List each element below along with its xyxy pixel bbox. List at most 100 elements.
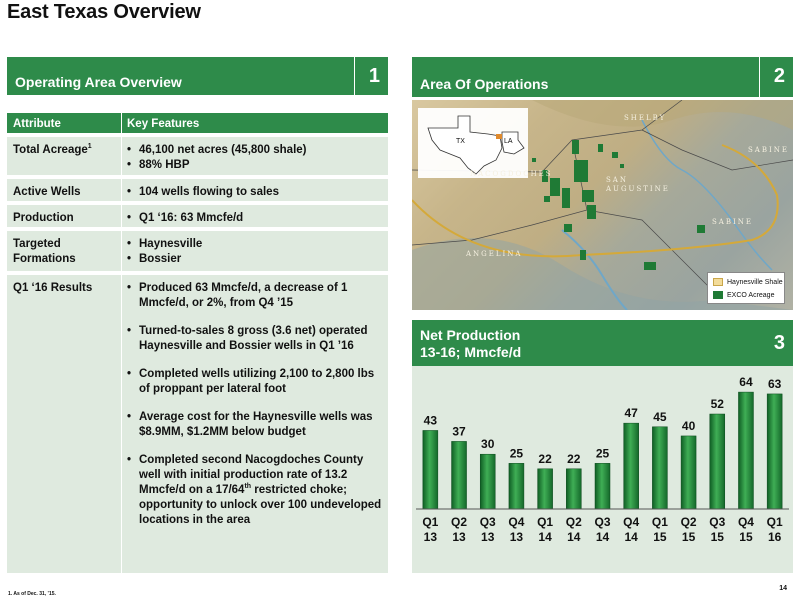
row-attribute: Active Wells — [13, 186, 81, 198]
map-legend: Haynesville Shale EXCO Acreage — [707, 272, 785, 304]
x-tick-label: Q1 — [767, 515, 783, 529]
x-tick-label: 14 — [567, 530, 581, 544]
data-label: 30 — [481, 437, 495, 451]
bar — [709, 413, 726, 510]
column-divider — [121, 231, 122, 271]
x-tick-label: Q4 — [623, 515, 639, 529]
map-label: SHELBY — [624, 114, 667, 122]
x-tick-label: Q1 — [652, 515, 668, 529]
map-label: SABINE — [748, 146, 789, 154]
map-label: SABINE — [712, 218, 753, 226]
feature-item: Bossier — [127, 252, 382, 267]
bar — [479, 453, 496, 510]
feature-text: restricted choke; opportunity to unlock … — [139, 484, 382, 526]
x-tick-label: 14 — [596, 530, 610, 544]
row-features: 104 wells flowing to sales — [127, 185, 382, 200]
feature-item: Produced 63 Mmcfe/d, a decrease of 1 Mmc… — [127, 281, 382, 311]
title-line: Net Production — [420, 327, 521, 343]
map-label: ANGELINA — [466, 250, 523, 258]
x-tick-label: 15 — [682, 530, 696, 544]
table-row: Q1 ‘16 Results Produced 63 Mmcfe/d, a de… — [7, 275, 388, 573]
area-map: SHELBY SABINE NACOGDOCHES SAN AUGUSTINE … — [412, 100, 793, 310]
footnote-marker: 1 — [87, 143, 92, 151]
column-divider — [121, 137, 122, 175]
section-number: 1 — [368, 65, 380, 87]
x-tick-label: 14 — [538, 530, 552, 544]
data-label: 52 — [711, 397, 725, 411]
row-attribute-text: Total Acreage — [13, 144, 88, 156]
acreage-swatch — [713, 291, 723, 299]
column-divider — [121, 275, 122, 573]
feature-text: Completed second Nacogdoches County well… — [139, 454, 364, 496]
table-row: Targeted Formations Haynesville Bossier — [7, 231, 388, 273]
inset-label-la: LA — [504, 138, 513, 145]
map-graphic — [412, 100, 793, 310]
legend-item: EXCO Acreage — [713, 291, 774, 301]
row-attribute: Total Acreage1 — [13, 143, 121, 158]
section-number: 3 — [773, 332, 785, 354]
x-tick-label: Q2 — [566, 515, 582, 529]
feature-item: Q1 ‘16: 63 Mmcfe/d — [127, 211, 382, 226]
feature-item: Completed second Nacogdoches County well… — [127, 453, 382, 528]
data-label: 63 — [768, 377, 782, 391]
column-divider — [121, 205, 122, 227]
feature-item: Turned-to-sales 8 gross (3.6 net) operat… — [127, 324, 382, 354]
bar — [566, 468, 582, 510]
section-number-box: 1 — [354, 57, 388, 95]
attribute-column-header: Attribute — [13, 118, 61, 130]
data-label: 25 — [596, 446, 610, 460]
x-tick-label: 13 — [452, 530, 466, 544]
data-label: 45 — [653, 410, 667, 424]
state-inset — [418, 108, 528, 178]
bar — [680, 435, 697, 510]
feature-item: Average cost for the Haynesville wells w… — [127, 410, 382, 440]
x-tick-label: Q3 — [594, 515, 610, 529]
row-attribute: Targeted Formations — [13, 238, 76, 265]
x-tick-label: Q4 — [508, 515, 524, 529]
bar — [652, 426, 668, 510]
net-production-header: Net Production 13-16; Mmcfe/d 3 — [412, 320, 793, 366]
footnote: 1. As of Dec. 31, ’15. — [8, 591, 56, 597]
data-label: 22 — [538, 452, 552, 466]
area-of-operations-title: Area Of Operations — [420, 76, 549, 92]
row-attribute: Production — [13, 212, 74, 224]
x-tick-label: Q3 — [480, 515, 496, 529]
net-production-title: Net Production 13-16; Mmcfe/d — [420, 327, 521, 361]
bar — [738, 391, 754, 510]
x-tick-label: Q3 — [709, 515, 725, 529]
section-number: 2 — [773, 65, 785, 87]
bar — [537, 468, 553, 510]
section-number-box: 3 — [759, 320, 793, 366]
table-row: Production Q1 ‘16: 63 Mmcfe/d — [7, 205, 388, 229]
column-divider — [121, 113, 122, 133]
title-line: 13-16; Mmcfe/d — [420, 344, 522, 360]
data-label: 22 — [567, 452, 581, 466]
table-header-row: Attribute Key Features — [7, 113, 388, 135]
operating-area-header: Operating Area Overview 1 — [7, 57, 388, 95]
operating-area-table: Attribute Key Features Total Acreage1 46… — [7, 97, 388, 573]
row-features: Produced 63 Mmcfe/d, a decrease of 1 Mmc… — [127, 281, 382, 528]
data-label: 40 — [682, 419, 696, 433]
row-features: 46,100 net acres (45,800 shale) 88% HBP — [127, 143, 382, 173]
x-tick-label: Q1 — [537, 515, 553, 529]
area-of-operations-header: Area Of Operations 2 — [412, 57, 793, 97]
page-title: East Texas Overview — [7, 1, 201, 23]
legend-label: Haynesville Shale — [727, 278, 783, 286]
x-tick-label: 16 — [768, 530, 782, 544]
x-tick-label: 15 — [653, 530, 667, 544]
x-tick-label: 13 — [510, 530, 524, 544]
bar — [508, 463, 525, 510]
x-tick-label: 13 — [424, 530, 438, 544]
x-tick-label: 13 — [481, 530, 495, 544]
superscript: th — [244, 483, 252, 491]
legend-label: EXCO Acreage — [727, 291, 775, 299]
haynesville-swatch — [713, 278, 723, 286]
x-tick-label: 14 — [625, 530, 639, 544]
x-tick-label: Q1 — [422, 515, 438, 529]
operating-area-title: Operating Area Overview — [15, 74, 182, 90]
data-label: 25 — [510, 446, 524, 460]
bar — [422, 430, 439, 510]
map-label: NACOGDOCHES — [470, 170, 553, 178]
inset-label-tx: TX — [456, 138, 465, 145]
